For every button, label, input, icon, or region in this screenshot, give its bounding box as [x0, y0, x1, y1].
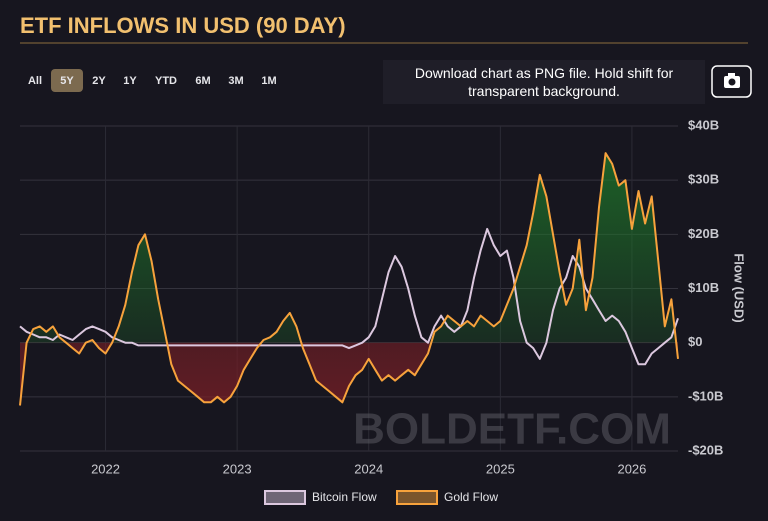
x-tick-label: 2023 — [223, 461, 252, 476]
x-tick-label: 2026 — [617, 461, 646, 476]
area-positive — [26, 153, 677, 343]
y-tick-label: -$10B — [688, 388, 723, 403]
range-button[interactable]: 2Y — [92, 75, 106, 87]
y-tick-label: $0 — [688, 334, 702, 349]
range-buttons: All 5Y 2Y 1Y YTD 6M 3M 1M — [28, 69, 277, 92]
range-button[interactable]: 5Y — [60, 75, 74, 87]
range-button[interactable]: 3M — [228, 75, 243, 87]
range-button[interactable]: 1Y — [123, 75, 137, 87]
y-tick-label: $30B — [688, 172, 719, 187]
range-button[interactable]: All — [28, 75, 42, 87]
tooltip-box — [383, 60, 705, 104]
y-tick-label: $10B — [688, 280, 719, 295]
legend-label[interactable]: Gold Flow — [444, 490, 498, 504]
legend-label[interactable]: Bitcoin Flow — [312, 490, 377, 504]
legend-swatch[interactable] — [396, 490, 438, 505]
y-tick-label: $20B — [688, 226, 719, 241]
legend-swatch[interactable] — [264, 490, 306, 505]
y-tick-label: -$20B — [688, 442, 723, 457]
x-tick-label: 2024 — [354, 461, 383, 476]
range-button-selected[interactable] — [51, 69, 83, 92]
y-axis-title: Flow (USD) — [732, 253, 747, 322]
range-button[interactable]: YTD — [155, 75, 177, 87]
camera-icon — [724, 73, 740, 88]
plot: $40B $30B $20B $10B $0 -$10B -$20B 2022 2023 2024… — [19, 117, 723, 476]
series-line — [19, 152, 679, 406]
range-button[interactable]: 1M — [261, 75, 276, 87]
x-tick-label: 2022 — [91, 461, 120, 476]
series-line — [19, 227, 679, 366]
x-tick-label: 2025 — [486, 461, 515, 476]
range-button[interactable]: 6M — [195, 75, 210, 87]
tooltip: Download chart as PNG file. Hold shift f… — [414, 65, 674, 99]
y-tick-label: $40B — [688, 117, 719, 132]
area-negative — [20, 342, 678, 406]
watermark: BOLDETF.COM — [353, 405, 671, 454]
page-title: ETF INFLOWS IN USD (90 DAY) — [20, 13, 346, 38]
tooltip-wrap: Download chart as PNG file. Hold shift f… — [414, 65, 674, 99]
